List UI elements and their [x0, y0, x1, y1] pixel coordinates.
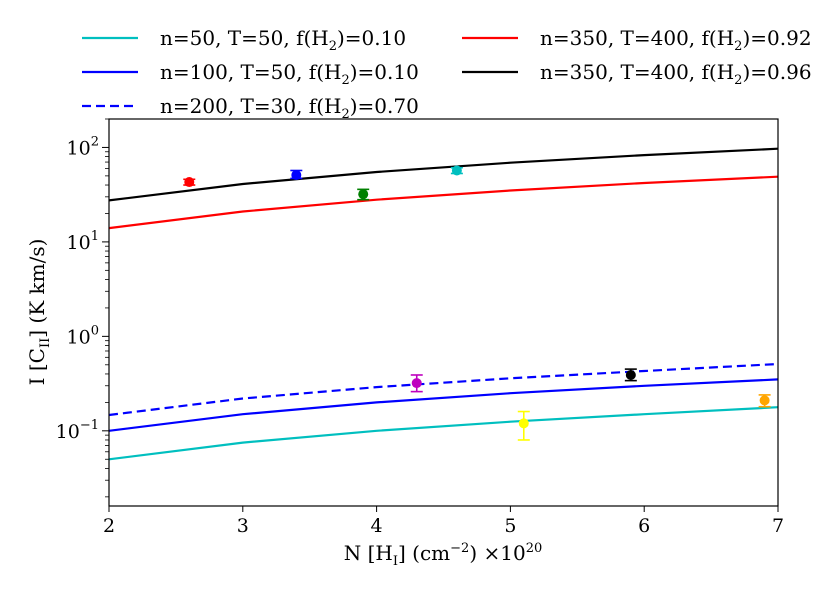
legend-entry-4: n=350, T=400, f(H2)=0.92	[462, 26, 812, 54]
y-axis-label: I [CII] (K km/s)	[25, 239, 53, 386]
data-point-5	[410, 374, 423, 393]
y-axis-ticks: 10−1 100 101 102	[56, 134, 109, 443]
plot-points	[183, 165, 771, 441]
x-axis-ticks: 2 3 4 5 6 7	[103, 506, 784, 537]
legend: n=50, T=50, f(H2)=0.10 n=100, T=50, f(H2)…	[82, 26, 812, 122]
legend-entry-1: n=50, T=50, f(H2)=0.10	[82, 26, 406, 54]
y-tick-label: 101	[67, 229, 99, 254]
x-axis-label: N [HI] (cm−2) ×1020	[344, 541, 542, 569]
marker	[518, 418, 529, 429]
data-point-8	[758, 394, 771, 408]
data-point-7	[624, 368, 637, 382]
marker	[411, 378, 422, 389]
plot-series	[108, 147, 779, 461]
marker	[625, 369, 636, 380]
marker	[759, 395, 770, 406]
series-line-3	[108, 362, 779, 417]
y-tick-label: 102	[67, 134, 99, 159]
legend-entry-5: n=350, T=400, f(H2)=0.96	[462, 60, 812, 88]
series-line-2	[108, 378, 779, 432]
data-point-2	[290, 169, 303, 181]
y-tick-label: 100	[67, 323, 99, 348]
legend-entry-3: n=200, T=30, f(H2)=0.70	[82, 94, 419, 122]
data-point-6	[517, 410, 530, 441]
x-tick-label: 2	[103, 515, 115, 537]
data-point-4	[450, 165, 463, 176]
marker	[291, 170, 302, 181]
marker	[184, 177, 195, 188]
x-tick-label: 7	[772, 515, 784, 537]
legend-label: n=200, T=30, f(H2)=0.70	[160, 94, 419, 122]
legend-label: n=350, T=400, f(H2)=0.96	[540, 60, 812, 88]
data-point-3	[357, 188, 370, 201]
data-point-1	[183, 177, 196, 188]
y-tick-label: 10−1	[56, 418, 99, 443]
legend-label: n=350, T=400, f(H2)=0.92	[540, 26, 812, 54]
marker	[451, 165, 462, 176]
series-line-5	[108, 147, 779, 202]
x-tick-label: 5	[504, 515, 516, 537]
legend-label: n=50, T=50, f(H2)=0.10	[160, 26, 406, 54]
y-minor-ticks	[105, 118, 109, 498]
series-line-4	[108, 175, 779, 230]
legend-label: n=100, T=50, f(H2)=0.10	[160, 60, 419, 88]
plot-frame	[108, 118, 779, 507]
x-tick-label: 3	[237, 515, 249, 537]
series-line-1	[108, 406, 779, 461]
marker	[358, 189, 369, 200]
x-tick-label: 6	[638, 515, 650, 537]
x-tick-label: 4	[371, 515, 383, 537]
legend-entry-2: n=100, T=50, f(H2)=0.10	[82, 60, 419, 88]
